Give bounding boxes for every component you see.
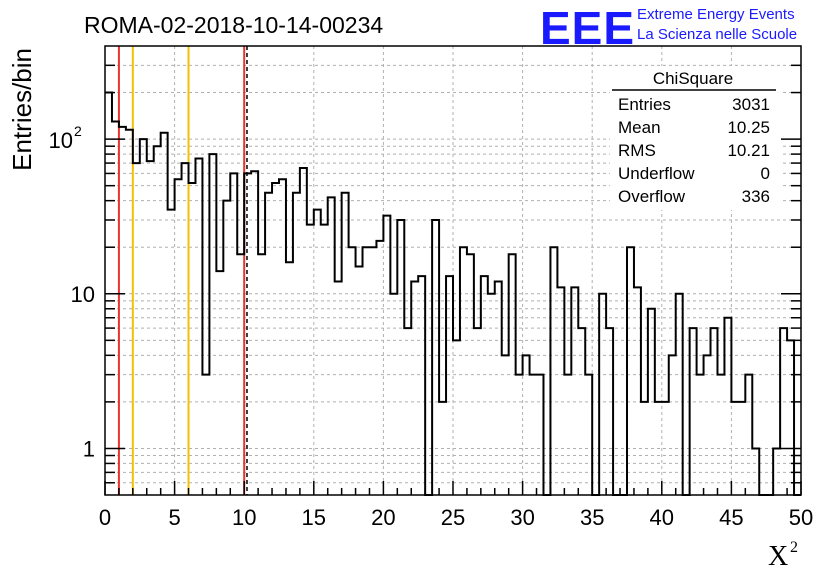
y-tick-label-exponent: 2 <box>74 123 82 139</box>
stats-label-mean: Mean <box>618 118 661 137</box>
stats-value-rms: 10.21 <box>727 141 770 160</box>
marker-lines <box>117 46 248 495</box>
axis-ticks <box>104 64 802 495</box>
y-tick-label: 10 <box>71 282 95 307</box>
x-tick-label: 25 <box>441 505 465 530</box>
y-tick-label: 10 <box>49 128 73 153</box>
stats-value-overflow: 336 <box>742 187 770 206</box>
x-tick-label: 50 <box>789 505 813 530</box>
brand-line-1: Extreme Energy Events <box>637 6 795 23</box>
x-tick-label: 20 <box>371 505 395 530</box>
x-axis-label: X 2 <box>768 539 798 572</box>
eee-logo: EEE <box>540 2 635 54</box>
x-tick-label: 0 <box>99 505 111 530</box>
x-tick-label: 45 <box>719 505 743 530</box>
stats-value-entries: 3031 <box>732 95 770 114</box>
stats-label-overflow: Overflow <box>618 187 686 206</box>
stats-label-rms: RMS <box>618 141 656 160</box>
stats-title: ChiSquare <box>653 69 733 88</box>
chart-title: ROMA-02-2018-10-14-00234 <box>84 12 383 38</box>
y-axis-label: Entries/bin <box>7 48 37 171</box>
x-tick-label: 15 <box>302 505 326 530</box>
stats-value-mean: 10.25 <box>727 118 770 137</box>
stats-label-entries: Entries <box>618 95 671 114</box>
x-tick-label: 10 <box>232 505 256 530</box>
x-tick-label: 40 <box>650 505 674 530</box>
histogram-series <box>105 91 801 496</box>
brand-line-2: La Scienza nelle Scuole <box>637 26 797 43</box>
x-tick-label: 35 <box>580 505 604 530</box>
stats-label-underflow: Underflow <box>618 164 695 183</box>
stats-value-underflow: 0 <box>761 164 770 183</box>
stats-box: ChiSquare Entries 3031 Mean 10.25 RMS 10… <box>610 66 780 210</box>
y-tick-label: 1 <box>83 436 95 461</box>
x-tick-label: 30 <box>510 505 534 530</box>
svg-text:X: X <box>768 541 788 572</box>
x-tick-label: 5 <box>168 505 180 530</box>
svg-text:2: 2 <box>790 539 798 556</box>
